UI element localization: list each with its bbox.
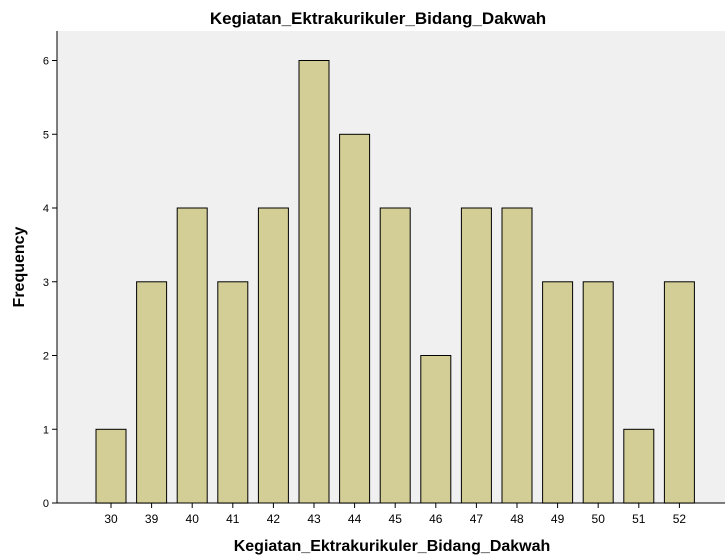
bars-group <box>95 60 695 504</box>
bar-50 <box>582 281 614 504</box>
bar-44 <box>339 133 371 504</box>
y-tick-label-1: 1 <box>43 424 49 436</box>
x-tick-label-42: 42 <box>267 512 281 526</box>
bar-47 <box>460 207 492 504</box>
bar-51 <box>623 428 655 504</box>
y-tick-label-6: 6 <box>43 56 49 68</box>
bar-43 <box>298 60 330 504</box>
x-tick-label-41: 41 <box>226 512 240 526</box>
bar-52 <box>663 281 695 504</box>
bar-40 <box>176 207 208 504</box>
bar-45 <box>379 207 411 504</box>
x-tick-label-48: 48 <box>510 512 524 526</box>
y-tick-label-4: 4 <box>43 203 49 215</box>
bar-46 <box>420 355 452 504</box>
x-tick-label-50: 50 <box>592 512 606 526</box>
x-tick-label-46: 46 <box>429 512 443 526</box>
bar-41 <box>217 281 249 504</box>
x-tick-label-51: 51 <box>632 512 646 526</box>
x-tick-label-45: 45 <box>389 512 403 526</box>
bar-39 <box>136 281 168 504</box>
x-tick-label-40: 40 <box>186 512 200 526</box>
bar-42 <box>257 207 289 504</box>
x-tick-label-39: 39 <box>145 512 159 526</box>
x-tick-label-47: 47 <box>470 512 484 526</box>
x-axis-label: Kegiatan_Ektrakurikuler_Bidang_Dakwah <box>234 538 551 555</box>
bar-48 <box>501 207 533 504</box>
bar-49 <box>542 281 574 504</box>
chart-title: Kegiatan_Ektrakurikuler_Bidang_Dakwah <box>210 9 546 28</box>
y-axis-label: Frequency <box>11 226 28 307</box>
x-tick-label-43: 43 <box>307 512 321 526</box>
x-tick-label-52: 52 <box>673 512 687 526</box>
y-tick-label-2: 2 <box>43 351 49 363</box>
x-ticks-group: 30 39 40 41 42 43 44 45 46 47 48 49 50 51 52 <box>104 503 686 526</box>
x-tick-label-49: 49 <box>551 512 565 526</box>
y-tick-label-0: 0 <box>43 498 49 510</box>
x-tick-label-30: 30 <box>104 512 118 526</box>
x-tick-label-44: 44 <box>348 512 362 526</box>
y-ticks-group: 0 1 2 3 4 5 6 <box>43 56 57 510</box>
bar-30 <box>95 428 127 504</box>
y-tick-label-5: 5 <box>43 129 49 141</box>
y-tick-label-3: 3 <box>43 277 49 289</box>
